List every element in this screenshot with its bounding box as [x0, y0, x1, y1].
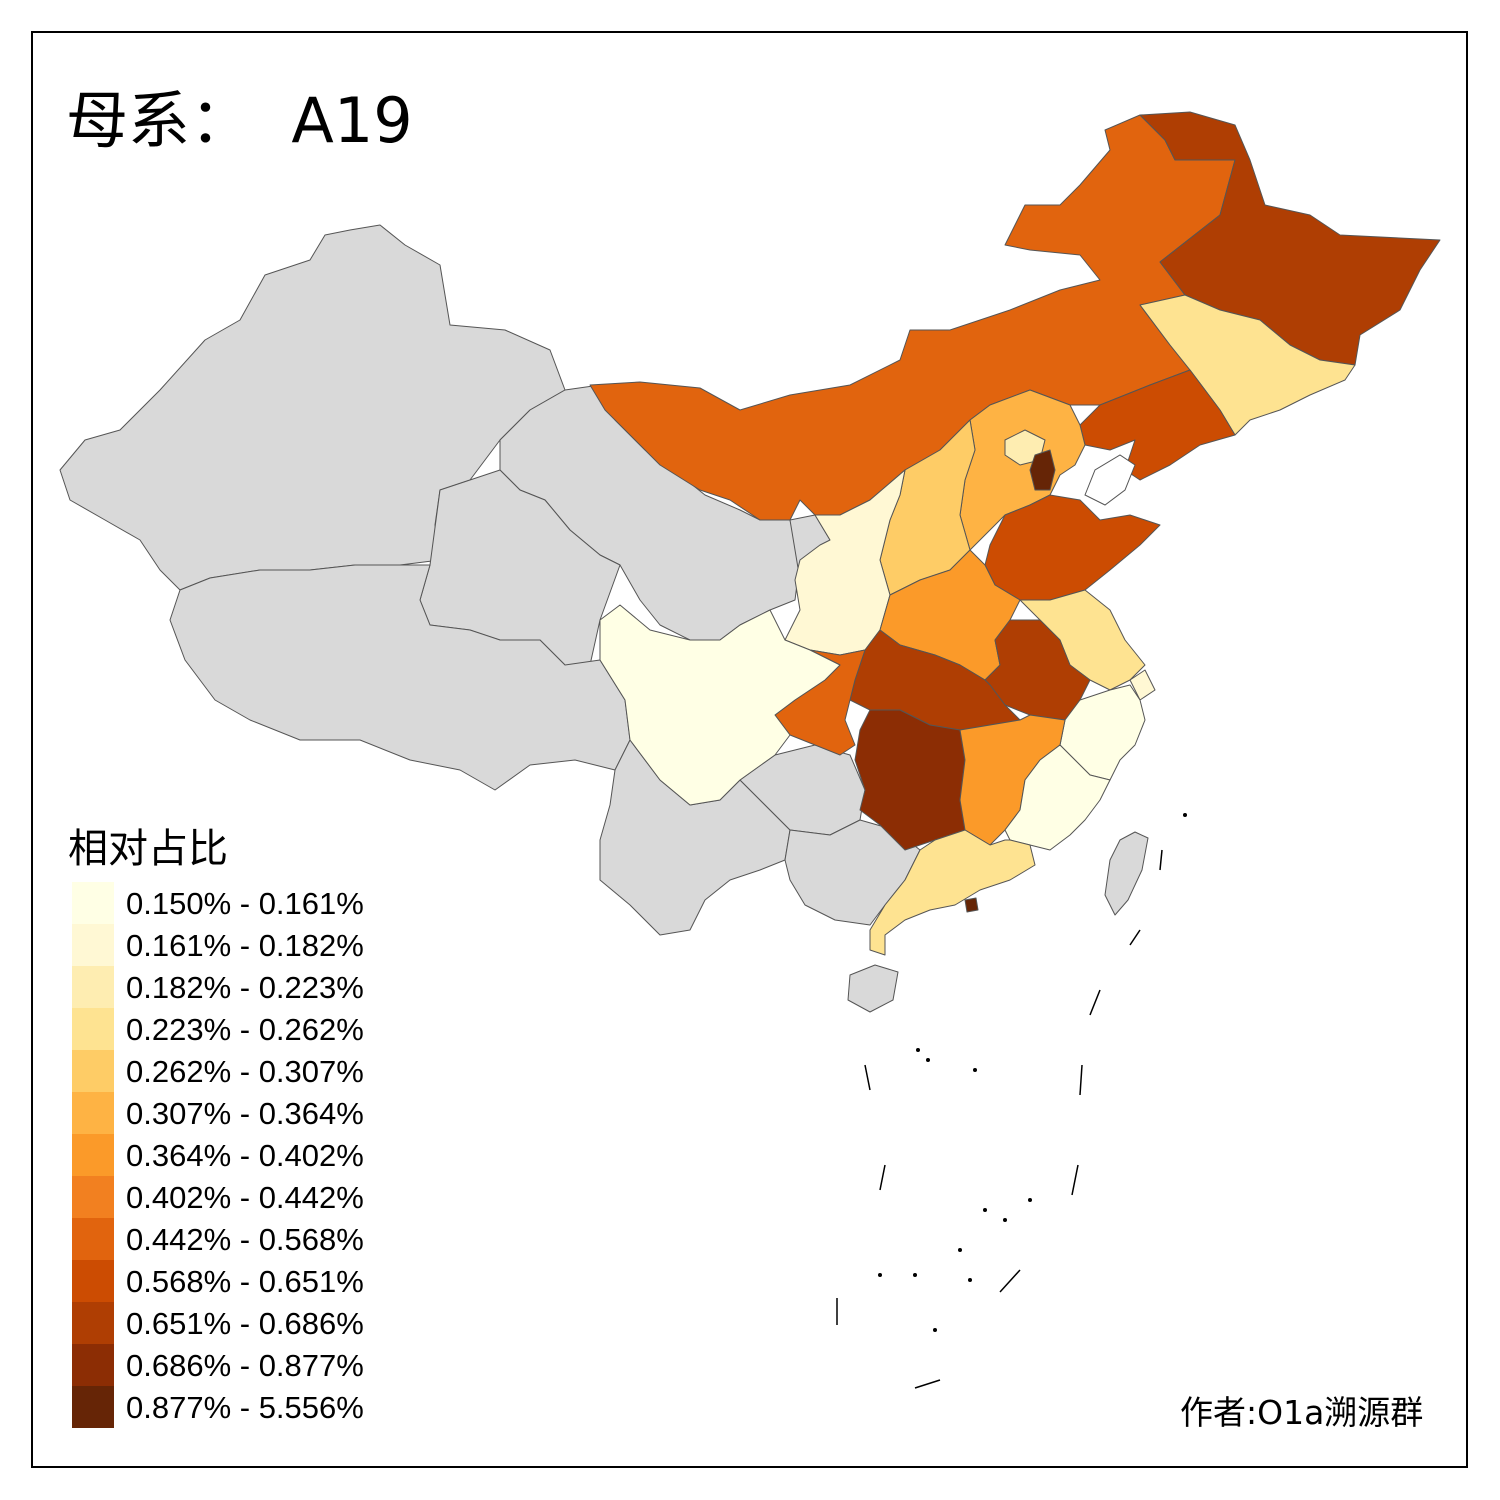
legend-label: 0.568% - 0.651% — [126, 1264, 364, 1299]
legend-title: 相对占比 — [68, 826, 228, 872]
legend-swatch — [72, 1386, 114, 1428]
region-sichuan — [599, 604, 841, 806]
legend-item: 0.223% - 0.262% — [72, 1008, 432, 1050]
legend-item: 0.364% - 0.402% — [72, 1134, 432, 1176]
legend-swatch — [72, 1344, 114, 1386]
island-dot — [1003, 1218, 1007, 1222]
legend-label: 0.262% - 0.307% — [126, 1054, 364, 1089]
legend-label: 0.651% - 0.686% — [126, 1306, 364, 1341]
legend-item: 0.262% - 0.307% — [72, 1050, 432, 1092]
island-dot — [1183, 813, 1187, 817]
legend-swatch — [72, 1134, 114, 1176]
island-dot — [933, 1328, 937, 1332]
legend-label: 0.402% - 0.442% — [126, 1180, 364, 1215]
legend-item: 0.442% - 0.568% — [72, 1218, 432, 1260]
region-shanghai — [1129, 669, 1156, 701]
island-dot — [973, 1068, 977, 1072]
legend-item: 0.402% - 0.442% — [72, 1176, 432, 1218]
legend-swatch — [72, 1008, 114, 1050]
island-dot — [968, 1278, 972, 1282]
legend-label: 0.364% - 0.402% — [126, 1138, 364, 1173]
legend-label: 0.877% - 5.556% — [126, 1390, 364, 1425]
bohai-sea — [1084, 454, 1136, 506]
legend-swatch — [72, 1050, 114, 1092]
nine-dash-line-4 — [1071, 1164, 1079, 1196]
legend-swatch — [72, 882, 114, 924]
map-frame — [31, 31, 1468, 1468]
legend-item: 0.307% - 0.364% — [72, 1092, 432, 1134]
region-taiwan — [1104, 831, 1149, 916]
map-title: 母系： A19 — [66, 84, 413, 157]
legend-swatch — [72, 1092, 114, 1134]
author-credit: 作者:O1a溯源群 — [1180, 1393, 1424, 1432]
region-hong-kong — [964, 897, 979, 913]
legend-swatch — [72, 1302, 114, 1344]
nine-dash-line-3 — [1079, 1064, 1083, 1096]
legend-label: 0.307% - 0.364% — [126, 1096, 364, 1131]
island-dot — [913, 1273, 917, 1277]
nine-dash-line-9 — [864, 1064, 871, 1091]
region-hainan — [847, 964, 899, 1013]
legend-item: 0.568% - 0.651% — [72, 1260, 432, 1302]
nine-dash-line-5 — [999, 1269, 1021, 1293]
island-dot — [958, 1248, 962, 1252]
nine-dash-line-1 — [1129, 929, 1141, 946]
legend-label: 0.442% - 0.568% — [126, 1222, 364, 1257]
region-fujian — [1004, 744, 1111, 851]
region-tianjin — [1029, 449, 1056, 491]
legend-swatch — [72, 1260, 114, 1302]
legend-label: 0.182% - 0.223% — [126, 970, 364, 1005]
island-dot — [878, 1273, 882, 1277]
legend-item: 0.182% - 0.223% — [72, 966, 432, 1008]
legend-item: 0.161% - 0.182% — [72, 924, 432, 966]
legend-label: 0.686% - 0.877% — [126, 1348, 364, 1383]
legend-item: 0.651% - 0.686% — [72, 1302, 432, 1344]
legend-label: 0.161% - 0.182% — [126, 928, 364, 963]
legend-item: 0.877% - 5.556% — [72, 1386, 432, 1428]
legend-swatch — [72, 924, 114, 966]
island-dot — [1028, 1198, 1032, 1202]
region-liaoning — [1079, 369, 1236, 481]
region-guangdong — [869, 829, 1036, 956]
island-dot — [916, 1048, 920, 1052]
taiwan-dash-line — [1159, 849, 1163, 871]
legend-label: 0.150% - 0.161% — [126, 886, 364, 921]
nine-dash-line-2 — [1089, 989, 1101, 1016]
island-dot — [983, 1208, 987, 1212]
legend-swatch — [72, 1218, 114, 1260]
nine-dash-line-6 — [914, 1379, 941, 1389]
legend-label: 0.223% - 0.262% — [126, 1012, 364, 1047]
legend-item: 0.150% - 0.161% — [72, 882, 432, 924]
legend-item: 0.686% - 0.877% — [72, 1344, 432, 1386]
island-dot — [926, 1058, 930, 1062]
legend-swatch — [72, 966, 114, 1008]
nine-dash-line-8 — [879, 1164, 886, 1191]
legend-swatch — [72, 1176, 114, 1218]
